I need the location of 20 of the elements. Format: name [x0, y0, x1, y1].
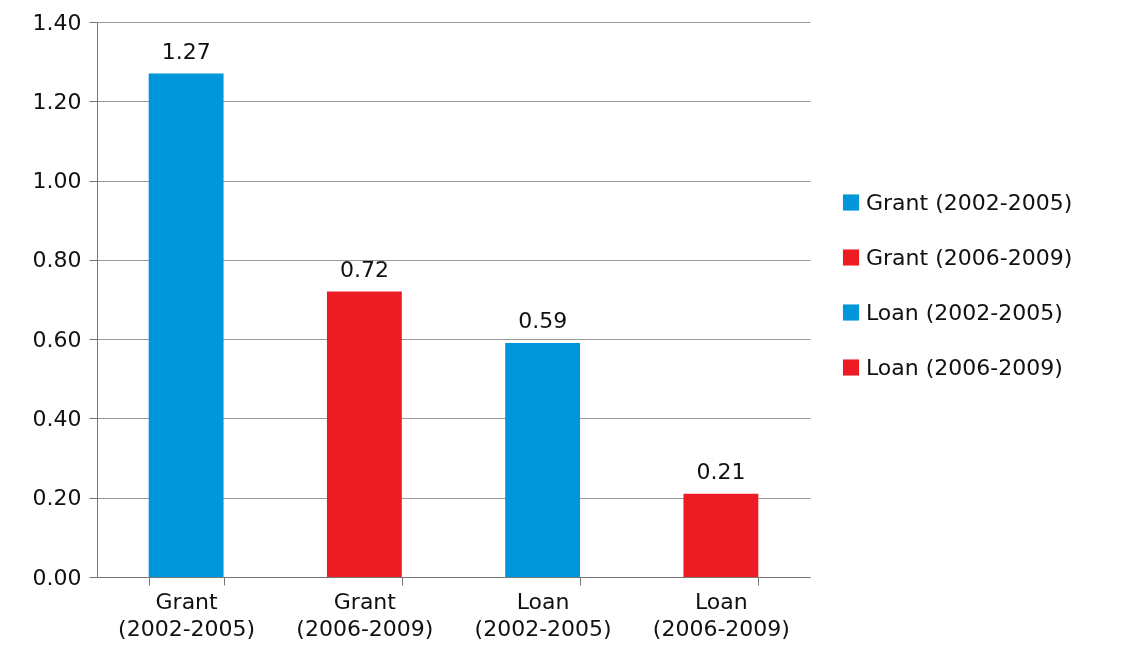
legend-label: Loan (2006-2009) — [866, 354, 1063, 380]
data-label: 0.21 — [696, 458, 746, 484]
legend-label: Grant (2006-2009) — [866, 244, 1073, 270]
y-tick-label: 1.20 — [32, 88, 82, 114]
data-label: 1.27 — [161, 38, 211, 64]
legend-label: Loan (2002-2005) — [866, 299, 1063, 325]
y-tick-label: 0.20 — [32, 485, 82, 511]
y-tick-label: 0.00 — [32, 564, 82, 590]
y-tick-label: 1.00 — [32, 168, 82, 194]
data-label: 0.59 — [518, 308, 568, 334]
y-tick-label: 0.60 — [32, 326, 82, 352]
data-label: 0.72 — [339, 256, 389, 282]
y-tick-label: 0.80 — [32, 247, 82, 273]
x-tick-label: Grant (2006-2009) — [296, 588, 434, 641]
x-tick-label: Grant (2002-2005) — [118, 588, 256, 641]
y-tick-label: 0.40 — [32, 405, 82, 431]
x-tick-label: Loan (2006-2009) — [652, 588, 790, 641]
x-tick-label: Loan (2002-2005) — [474, 588, 612, 641]
legend-label: Grant (2002-2005) — [866, 189, 1073, 215]
y-tick-label: 1.40 — [32, 9, 82, 35]
